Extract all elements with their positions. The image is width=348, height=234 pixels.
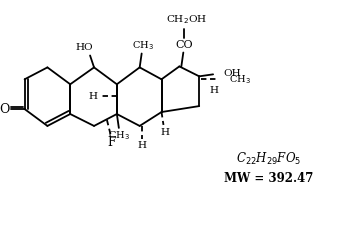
Text: H: H	[137, 141, 146, 150]
Text: O: O	[0, 102, 10, 116]
Text: OH: OH	[223, 69, 240, 78]
Text: CH$_3$: CH$_3$	[229, 73, 251, 86]
Text: H: H	[160, 128, 169, 137]
Text: HO: HO	[75, 43, 93, 52]
Text: CH$_2$OH: CH$_2$OH	[166, 13, 207, 26]
Text: C$_{22}$H$_{29}$FO$_{5}$: C$_{22}$H$_{29}$FO$_{5}$	[236, 151, 301, 167]
Text: H: H	[88, 92, 97, 101]
Text: CH$_3$: CH$_3$	[108, 129, 130, 142]
Text: CO: CO	[175, 40, 193, 50]
Text: F: F	[108, 136, 116, 149]
Text: CH$_3$: CH$_3$	[132, 39, 153, 52]
Text: H: H	[209, 86, 219, 95]
Text: MW = 392.47: MW = 392.47	[224, 172, 313, 185]
